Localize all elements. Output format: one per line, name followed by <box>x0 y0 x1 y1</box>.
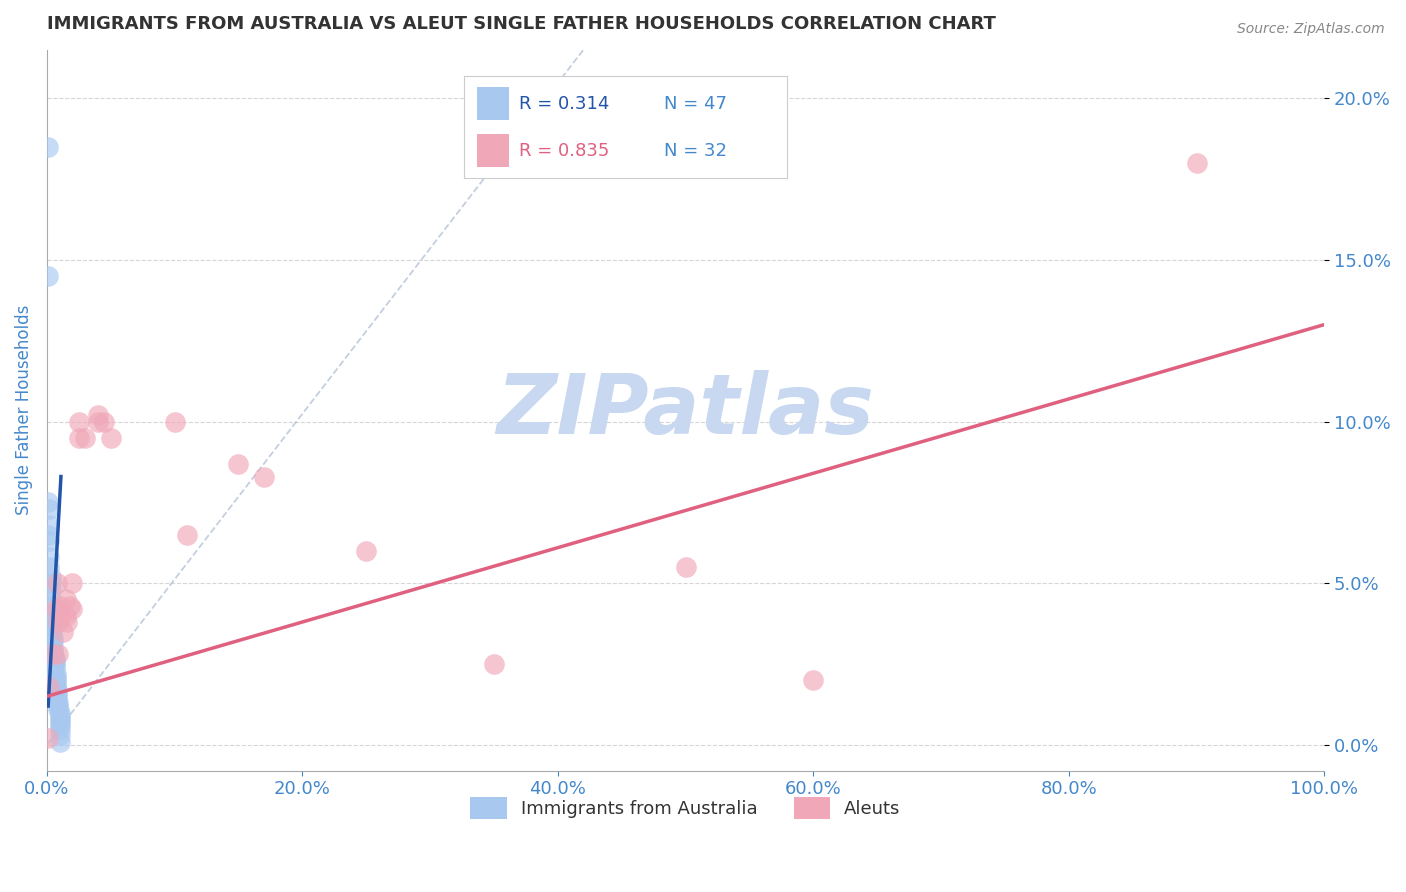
Point <box>45 602 67 616</box>
Point <box>44 654 66 668</box>
Point <box>38 518 60 533</box>
Point <box>44 657 66 671</box>
Text: IMMIGRANTS FROM AUSTRALIA VS ALEUT SINGLE FATHER HOUSEHOLDS CORRELATION CHART: IMMIGRANTS FROM AUSTRALIA VS ALEUT SINGL… <box>46 15 995 33</box>
Point <box>48 696 70 710</box>
Point <box>42 648 65 662</box>
Point <box>37 527 59 541</box>
Text: Source: ZipAtlas.com: Source: ZipAtlas.com <box>1237 22 1385 37</box>
Point <box>45 676 67 690</box>
Point <box>44 650 66 665</box>
Point <box>48 718 70 732</box>
Point <box>87 408 110 422</box>
Point <box>482 657 505 671</box>
Point <box>44 660 66 674</box>
Point <box>45 666 67 681</box>
Point <box>48 712 70 726</box>
Point <box>39 592 62 607</box>
Point <box>59 599 82 613</box>
Point <box>46 576 69 591</box>
Point <box>41 624 63 639</box>
Point <box>48 702 70 716</box>
Point <box>48 648 70 662</box>
Point <box>176 527 198 541</box>
Point <box>48 599 70 613</box>
Text: R = 0.314: R = 0.314 <box>519 95 609 112</box>
Point <box>48 734 70 748</box>
Point <box>62 576 84 591</box>
Point <box>48 715 70 730</box>
Point <box>41 618 63 632</box>
Point <box>93 415 115 429</box>
Point <box>42 640 65 655</box>
Point <box>37 731 59 746</box>
Point <box>48 706 70 720</box>
Point <box>48 722 70 736</box>
Point <box>253 469 276 483</box>
Point <box>39 570 62 584</box>
Point <box>37 140 59 154</box>
Point <box>67 415 90 429</box>
Point <box>46 682 69 697</box>
Point <box>37 269 59 284</box>
Point <box>45 680 67 694</box>
Point <box>75 431 97 445</box>
FancyBboxPatch shape <box>477 135 509 167</box>
Point <box>67 431 90 445</box>
Point <box>42 634 65 648</box>
Point <box>62 602 84 616</box>
Point <box>52 624 75 639</box>
Point <box>38 680 60 694</box>
Point <box>42 644 65 658</box>
Point <box>41 608 63 623</box>
Text: N = 32: N = 32 <box>665 142 727 160</box>
Point <box>45 670 67 684</box>
Point <box>41 615 63 629</box>
Text: R = 0.835: R = 0.835 <box>519 142 609 160</box>
Point <box>46 686 69 700</box>
Point <box>37 495 59 509</box>
Point <box>39 599 62 613</box>
Y-axis label: Single Father Households: Single Father Households <box>15 305 32 516</box>
Point <box>48 728 70 742</box>
Point <box>38 560 60 574</box>
Text: N = 47: N = 47 <box>665 95 727 112</box>
Point <box>55 608 77 623</box>
Text: ZIPatlas: ZIPatlas <box>496 370 875 450</box>
Point <box>100 431 122 445</box>
Point <box>354 544 377 558</box>
Point <box>46 690 69 704</box>
Point <box>48 615 70 629</box>
Point <box>87 415 110 429</box>
Point <box>45 673 67 688</box>
Point <box>675 560 697 574</box>
Point <box>38 534 60 549</box>
Point <box>39 576 62 591</box>
Legend: Immigrants from Australia, Aleuts: Immigrants from Australia, Aleuts <box>463 790 908 827</box>
Point <box>801 673 824 688</box>
Point <box>56 615 79 629</box>
Point <box>1185 156 1208 170</box>
Point <box>163 415 186 429</box>
Point <box>38 501 60 516</box>
Point <box>55 592 77 607</box>
Point <box>48 699 70 714</box>
FancyBboxPatch shape <box>477 87 509 120</box>
Point <box>49 608 72 623</box>
Point <box>42 648 65 662</box>
Point <box>42 631 65 645</box>
Point <box>38 550 60 565</box>
Point <box>48 708 70 723</box>
Point <box>39 582 62 597</box>
Point <box>46 692 69 706</box>
Point <box>228 457 250 471</box>
